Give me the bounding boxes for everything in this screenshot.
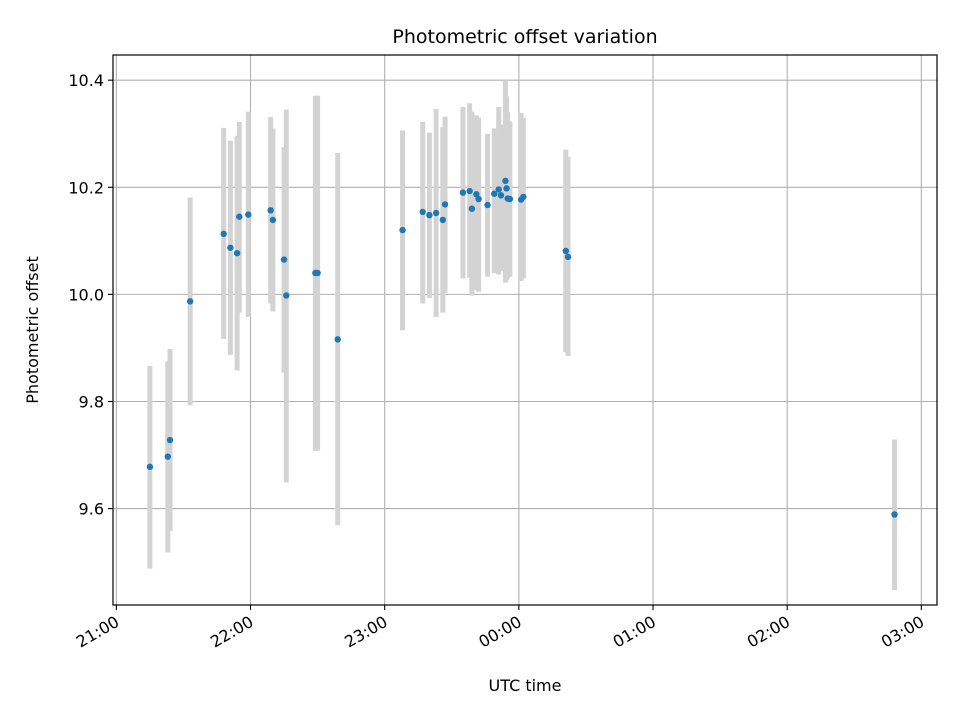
data-point: [503, 185, 510, 192]
data-point: [164, 453, 171, 460]
data-point: [562, 247, 570, 255]
data-points: [146, 177, 898, 518]
chart-title: Photometric offset variation: [392, 26, 657, 48]
y-axis-ticks: 9.6 9.8 10.0 10.2 10.4: [68, 71, 113, 519]
data-point: [466, 187, 473, 195]
data-point: [441, 201, 449, 208]
data-point: [314, 269, 321, 277]
data-point: [399, 226, 406, 234]
data-point: [236, 213, 243, 220]
data-point: [426, 211, 433, 219]
data-point: [891, 511, 898, 518]
y-tick-label: 10.2: [68, 178, 104, 197]
y-tick-label: 10.4: [68, 71, 104, 90]
data-point: [473, 191, 480, 198]
data-point: [220, 230, 227, 238]
x-axis-label: UTC time: [489, 676, 562, 695]
data-point: [186, 298, 194, 305]
data-point: [497, 192, 505, 199]
data-point: [280, 256, 288, 263]
plot-frame: [112, 54, 938, 606]
data-point: [245, 211, 252, 218]
data-point: [419, 208, 426, 216]
data-point: [267, 207, 274, 214]
data-point: [564, 253, 572, 261]
data-point: [491, 190, 498, 197]
y-tick-label: 10.0: [68, 285, 104, 304]
data-point: [484, 201, 491, 209]
data-point: [227, 244, 234, 251]
data-point: [506, 195, 514, 203]
data-point: [439, 216, 447, 224]
data-point: [459, 189, 467, 196]
data-point: [502, 177, 509, 185]
data-point: [432, 209, 440, 217]
data-point: [269, 216, 277, 224]
data-point: [283, 292, 290, 299]
data-point: [233, 249, 241, 257]
data-point: [146, 463, 154, 471]
data-point: [475, 195, 482, 203]
data-point: [166, 436, 174, 444]
y-tick-label: 9.6: [79, 500, 104, 519]
y-axis-label: Photometric offset: [23, 256, 42, 404]
data-point: [495, 186, 502, 193]
data-point: [334, 336, 341, 343]
y-tick-label: 9.8: [79, 392, 104, 411]
data-point: [520, 193, 527, 201]
data-point: [468, 205, 476, 212]
